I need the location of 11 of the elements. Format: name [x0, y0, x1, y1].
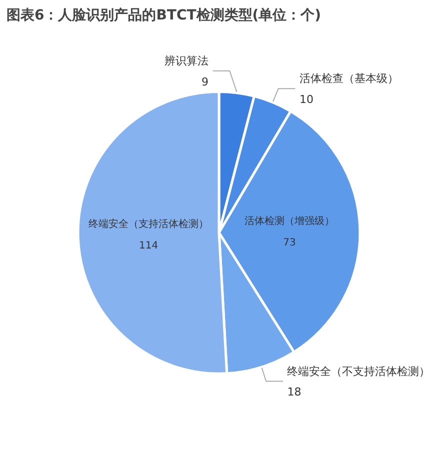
data-label: 10 — [299, 93, 314, 106]
data-label: 114 — [139, 240, 158, 252]
slice-label: 活体检查（基本级） — [299, 72, 398, 86]
data-label: 18 — [287, 386, 302, 399]
data-label: 73 — [283, 238, 296, 249]
slice-label: 终端安全（支持活体检测） — [88, 218, 209, 230]
slice-label: 活体检测（增强级） — [244, 215, 334, 228]
slice-label: 辨识算法 — [164, 54, 209, 68]
data-label: 9 — [202, 75, 209, 88]
slice-label: 终端安全（不支持活体检测） — [287, 364, 430, 378]
chart-title: 图表6：人脸识别产品的BTCT检测类型(单位：个) — [6, 6, 322, 24]
